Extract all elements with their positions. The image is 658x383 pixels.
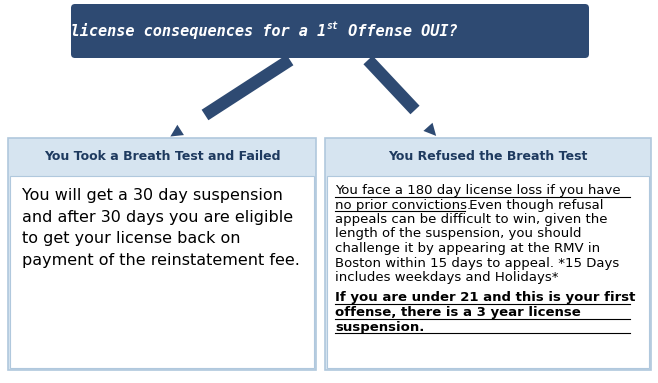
Text: You Refused the Breath Test: You Refused the Breath Test — [388, 149, 588, 162]
FancyBboxPatch shape — [327, 176, 649, 368]
FancyBboxPatch shape — [325, 138, 651, 370]
Text: suspension.: suspension. — [335, 321, 424, 334]
Text: What are the license consequences for a 1: What are the license consequences for a … — [0, 23, 326, 39]
Text: challenge it by appearing at the RMV in: challenge it by appearing at the RMV in — [335, 242, 600, 255]
Text: no prior convictions.: no prior convictions. — [335, 198, 471, 211]
FancyBboxPatch shape — [8, 138, 316, 370]
Text: You will get a 30 day suspension
and after 30 days you are eligible
to get your : You will get a 30 day suspension and aft… — [22, 188, 300, 268]
Text: includes weekdays and Holidays*: includes weekdays and Holidays* — [335, 271, 559, 284]
Text: Even though refusal: Even though refusal — [465, 198, 603, 211]
Text: offense, there is a 3 year license: offense, there is a 3 year license — [335, 306, 581, 319]
Text: Offense OUI?: Offense OUI? — [339, 23, 457, 39]
Text: st: st — [327, 21, 339, 31]
Text: Boston within 15 days to appeal. *15 Days: Boston within 15 days to appeal. *15 Day… — [335, 257, 619, 270]
Text: If you are under 21 and this is your first: If you are under 21 and this is your fir… — [335, 291, 636, 304]
Text: You Took a Breath Test and Failed: You Took a Breath Test and Failed — [43, 149, 280, 162]
Text: You face a 180 day license loss if you have: You face a 180 day license loss if you h… — [335, 184, 620, 197]
FancyBboxPatch shape — [71, 4, 589, 58]
FancyBboxPatch shape — [10, 176, 314, 368]
Text: length of the suspension, you should: length of the suspension, you should — [335, 228, 582, 241]
Text: appeals can be difficult to win, given the: appeals can be difficult to win, given t… — [335, 213, 607, 226]
